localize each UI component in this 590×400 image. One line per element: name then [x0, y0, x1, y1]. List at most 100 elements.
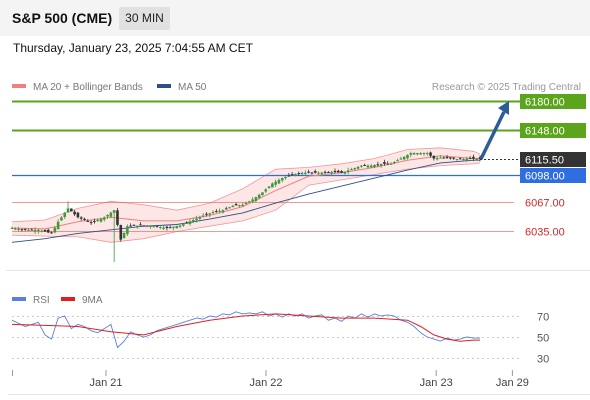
- candle-body: [422, 153, 426, 155]
- candle-body: [264, 189, 268, 192]
- candle-body: [356, 166, 360, 169]
- candle-body: [208, 213, 212, 215]
- candle-body: [83, 218, 86, 220]
- candle-body: [142, 225, 146, 227]
- candle-body: [96, 220, 99, 221]
- resistance-badge-6148.00: [520, 123, 586, 138]
- candle-body: [178, 225, 182, 227]
- candle-body: [20, 229, 24, 231]
- candle-body: [106, 214, 109, 217]
- candle-body: [399, 158, 403, 160]
- legend-label-ma20: MA 20 + Bollinger Bands: [33, 82, 143, 93]
- candle-body: [116, 210, 119, 225]
- bollinger-band-area: [12, 147, 480, 243]
- candle-body: [389, 163, 393, 165]
- candle-body: [360, 165, 363, 167]
- candle-body: [472, 156, 475, 159]
- candle-body: [254, 197, 258, 201]
- candle-body: [43, 230, 47, 232]
- candle-body: [412, 153, 416, 155]
- candle-body: [119, 225, 123, 240]
- legend-label-rsi-ma: 9MA: [82, 295, 103, 306]
- candle-body: [350, 169, 353, 171]
- candle-body: [280, 178, 284, 181]
- candle-body: [188, 221, 192, 225]
- legend-label-ma50: MA 50: [178, 82, 207, 93]
- resistance-badge-6180.00: [520, 94, 586, 109]
- candle-body: [336, 170, 340, 173]
- forecast-arrow-head: [498, 100, 509, 115]
- candle-body: [340, 171, 343, 173]
- candle-body: [366, 165, 370, 168]
- candle-body: [238, 205, 241, 207]
- candle-body: [231, 205, 235, 208]
- candle-body: [89, 222, 93, 224]
- candle-body: [452, 157, 455, 159]
- candle-body: [313, 171, 317, 173]
- candle-body: [198, 217, 202, 219]
- candle-body: [373, 165, 376, 168]
- candle-body: [458, 158, 462, 160]
- candle-body: [383, 162, 386, 164]
- candle-body: [323, 171, 327, 173]
- candle-body: [244, 203, 248, 205]
- candle-body: [135, 225, 139, 228]
- candle-body: [416, 153, 419, 155]
- candle-body: [66, 208, 70, 213]
- current-price-badge: [520, 152, 586, 167]
- candle-body: [79, 217, 83, 219]
- candle-body: [307, 171, 310, 173]
- candle-body: [274, 181, 277, 185]
- candle-body: [70, 208, 73, 212]
- timestamp: Thursday, January 23, 2025 7:04:55 AM CE…: [13, 41, 253, 55]
- candle-body: [224, 208, 228, 210]
- candle-body: [369, 165, 373, 168]
- candle-body: [320, 172, 324, 175]
- candle-body: [30, 229, 34, 231]
- candle-body: [129, 225, 132, 227]
- candle-body: [425, 153, 429, 155]
- candle-body: [409, 153, 413, 155]
- candle-body: [73, 211, 76, 215]
- candle-body: [27, 229, 30, 231]
- interval-button[interactable]: 30 MIN: [119, 7, 170, 30]
- legend-label-rsi: RSI: [33, 295, 50, 306]
- candle-body: [112, 210, 116, 213]
- candle-body: [99, 218, 103, 222]
- rsi-ma-line: [11, 313, 480, 342]
- candle-body: [175, 226, 179, 229]
- candle-body: [333, 170, 337, 173]
- candle-body: [251, 199, 254, 202]
- rsi-level-label-50: 50: [537, 333, 549, 345]
- source-credit: Research © 2025 Trading Central: [432, 82, 581, 93]
- candle-body: [109, 212, 113, 217]
- resistance-label-6148.00: 6148.00: [525, 126, 565, 138]
- candle-body: [462, 159, 465, 161]
- candle-body: [376, 164, 380, 166]
- candle-body: [277, 179, 281, 184]
- candle-body: [215, 211, 218, 213]
- candle-body: [402, 156, 406, 160]
- candle-body: [40, 230, 43, 232]
- candle-body: [287, 175, 291, 177]
- candle-body: [50, 232, 53, 234]
- candle-body: [63, 212, 67, 217]
- candle-body: [182, 224, 185, 226]
- candle-body: [432, 155, 436, 159]
- candle-body: [304, 172, 307, 174]
- candle-body: [468, 158, 472, 160]
- candle-body: [122, 232, 126, 239]
- candle-body: [300, 172, 304, 175]
- current-price-label: 6115.50: [525, 155, 564, 167]
- pivot-badge-6098.00: [520, 168, 586, 183]
- candle-body: [10, 228, 14, 230]
- candle-body: [330, 171, 333, 174]
- candle-body: [201, 215, 205, 217]
- candle-body: [221, 210, 225, 213]
- ma50-line: [11, 159, 480, 243]
- candle-body: [363, 165, 366, 167]
- candle-body: [191, 220, 195, 222]
- forecast-arrow-shaft: [479, 111, 506, 160]
- legend-swatch-rsi: [12, 297, 26, 301]
